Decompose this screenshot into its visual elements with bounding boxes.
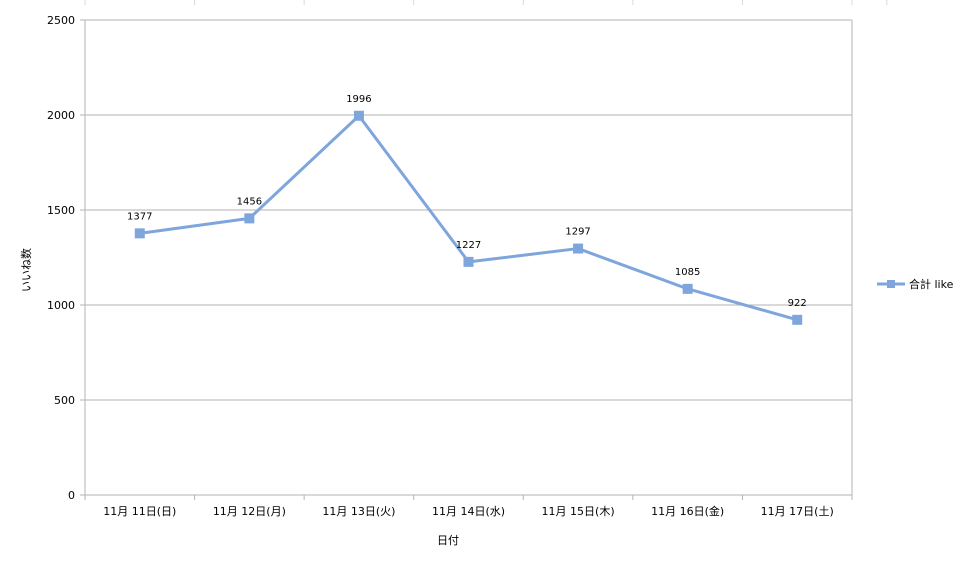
y-tick-label: 2000 xyxy=(47,109,75,122)
data-point-marker xyxy=(244,213,255,224)
y-axis-title: いいね数 xyxy=(20,248,33,292)
x-tick-label: 11月 14日(水) xyxy=(432,505,505,518)
y-tick-label: 1500 xyxy=(47,204,75,217)
x-tick-labels: 11月 11日(日) 11月 12日(月) 11月 13日(火) 11月 14日(水)… xyxy=(103,504,834,518)
y-tick-labels: 0 500 1000 1500 2000 2500 xyxy=(47,14,75,502)
x-axis-title: 日付 xyxy=(437,534,459,547)
data-label: 1297 xyxy=(565,227,590,238)
legend-label: 合計 like xyxy=(909,277,954,291)
legend-swatch-marker xyxy=(887,280,895,288)
data-point-marker xyxy=(792,314,803,325)
data-label: 1456 xyxy=(237,196,262,207)
data-point-marker xyxy=(573,243,584,254)
series-group xyxy=(134,110,803,325)
data-label: 1227 xyxy=(456,240,481,251)
data-label: 922 xyxy=(788,298,807,309)
data-labels: 1377 1456 1996 1227 1297 1085 922 xyxy=(127,94,807,309)
y-tick-label: 500 xyxy=(54,394,75,407)
legend: 合計 like xyxy=(877,277,954,291)
data-point-marker xyxy=(682,283,693,294)
x-tick-label: 11月 16日(金) xyxy=(651,504,724,518)
data-point-marker xyxy=(353,110,364,121)
y-tick-label: 1000 xyxy=(47,299,75,312)
x-tick-label: 11月 12日(月) xyxy=(213,505,286,518)
data-label: 1377 xyxy=(127,211,152,222)
data-point-marker xyxy=(134,228,145,239)
x-tick-label: 11月 11日(日) xyxy=(103,505,176,518)
gridlines xyxy=(85,19,852,401)
y-tick-label: 2500 xyxy=(47,14,75,27)
data-label: 1996 xyxy=(346,94,371,105)
data-label: 1085 xyxy=(675,267,700,278)
data-point-marker xyxy=(463,256,474,267)
series-line xyxy=(139,114,798,322)
x-tick-label: 11月 15日(木) xyxy=(542,505,615,518)
axes xyxy=(80,0,888,500)
y-tick-label: 0 xyxy=(68,489,75,502)
x-tick-label: 11月 17日(土) xyxy=(761,505,834,518)
x-tick-label: 11月 13日(火) xyxy=(322,505,395,518)
